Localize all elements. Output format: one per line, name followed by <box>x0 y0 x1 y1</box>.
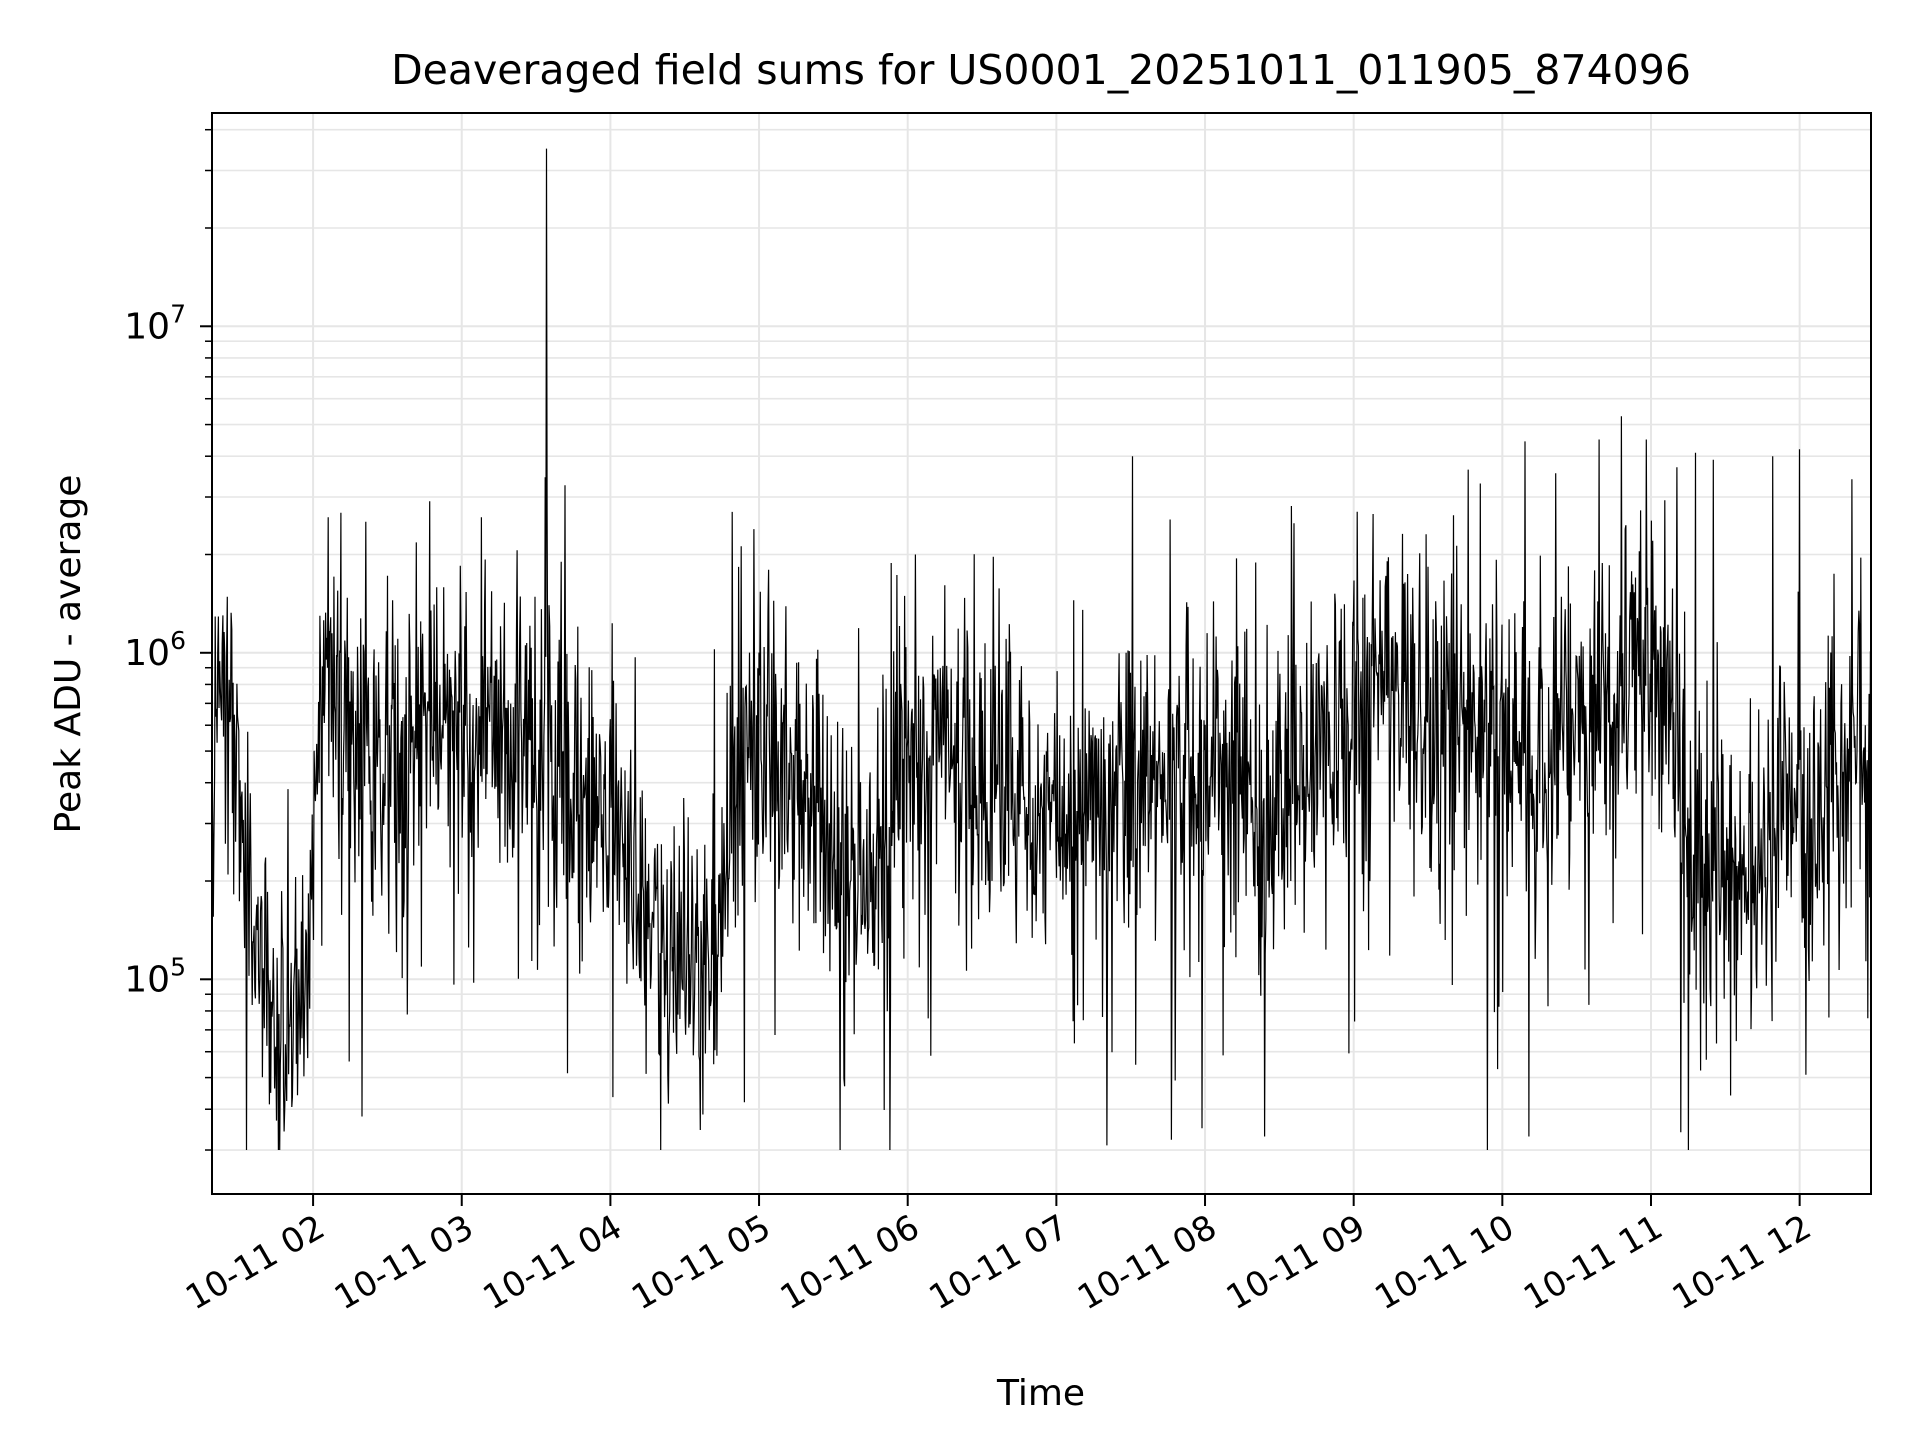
series-line <box>211 148 1872 1151</box>
chart-title: Deaveraged field sums for US0001_2025101… <box>391 46 1691 94</box>
y-axis-label: Peak ADU - average <box>48 475 89 834</box>
x-axis-label: Time <box>996 1373 1085 1414</box>
y-tick-label: 107 <box>124 299 186 347</box>
y-tick-label: 105 <box>124 952 186 1000</box>
y-tick-label: 106 <box>124 626 186 674</box>
y-axis: 105 106 107 <box>124 128 212 1151</box>
